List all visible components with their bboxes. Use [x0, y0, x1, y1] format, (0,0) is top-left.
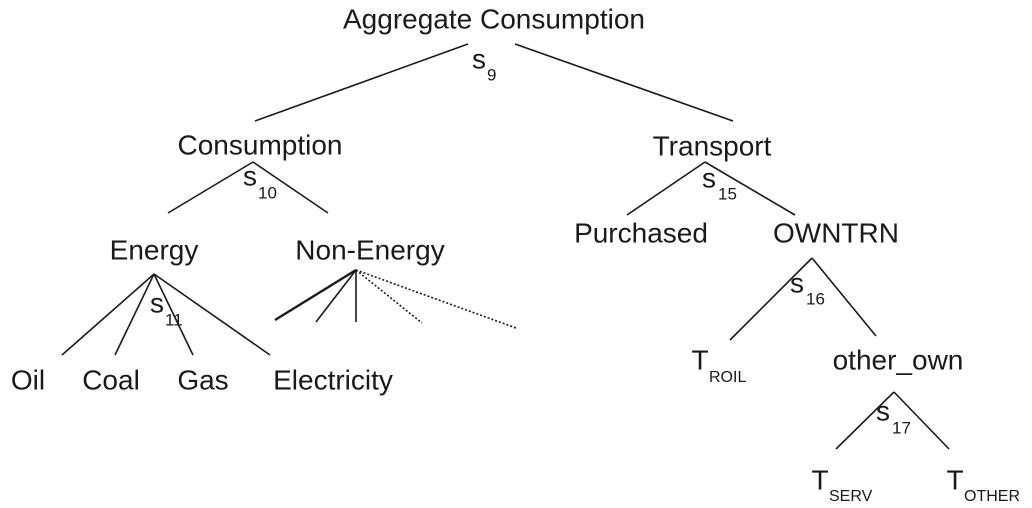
edge — [153, 273, 271, 356]
edge — [315, 269, 357, 323]
edge — [514, 43, 734, 122]
edge — [274, 268, 357, 322]
node-label: Transport — [653, 130, 772, 161]
node-label: T — [946, 464, 963, 495]
node-label: T — [691, 344, 708, 375]
elasticity-sub: 17 — [892, 418, 911, 437]
node-label: Gas — [177, 364, 228, 395]
elasticity-symbol: s — [702, 162, 716, 193]
edge-dotted — [355, 269, 423, 324]
edge — [626, 161, 706, 216]
elasticity-sub: 16 — [806, 289, 825, 308]
node-label: Oil — [11, 364, 45, 395]
edge — [704, 161, 796, 216]
edge — [167, 161, 254, 214]
edge — [114, 273, 155, 356]
node-sub: ROIL — [709, 369, 746, 386]
node-label: T — [811, 464, 828, 495]
edge — [835, 391, 895, 450]
elasticity-symbol: s — [876, 395, 890, 426]
node-label: Electricity — [273, 364, 393, 395]
edge — [252, 161, 329, 214]
edge — [893, 391, 950, 450]
node-label: Consumption — [178, 129, 343, 160]
edge — [811, 257, 877, 337]
node-label: other_own — [833, 344, 964, 375]
node-label: Coal — [82, 364, 140, 395]
edge-dotted — [355, 269, 517, 329]
node-label: Purchased — [574, 217, 708, 248]
node-label: OWNTRN — [773, 217, 899, 248]
elasticity-sub: 9 — [487, 65, 496, 84]
elasticity-sub: 11 — [165, 310, 183, 329]
node-sub: SERV — [829, 488, 873, 505]
node-label: Non-Energy — [295, 234, 444, 265]
edges — [61, 43, 950, 450]
elasticity-symbol: s — [790, 267, 804, 298]
node-label: Energy — [110, 234, 199, 265]
elasticity-sub: 10 — [258, 183, 277, 202]
elasticity-sub: 15 — [718, 184, 737, 203]
node-label: Aggregate Consumption — [343, 3, 645, 34]
elasticity-symbol: s — [150, 287, 164, 318]
node-sub: OTHER — [964, 488, 1020, 505]
elasticity-symbol: s — [243, 160, 257, 191]
edge — [729, 257, 813, 341]
edge — [254, 43, 469, 122]
edge — [153, 273, 194, 356]
elasticity-symbol: s — [472, 43, 486, 74]
edge — [61, 273, 155, 356]
